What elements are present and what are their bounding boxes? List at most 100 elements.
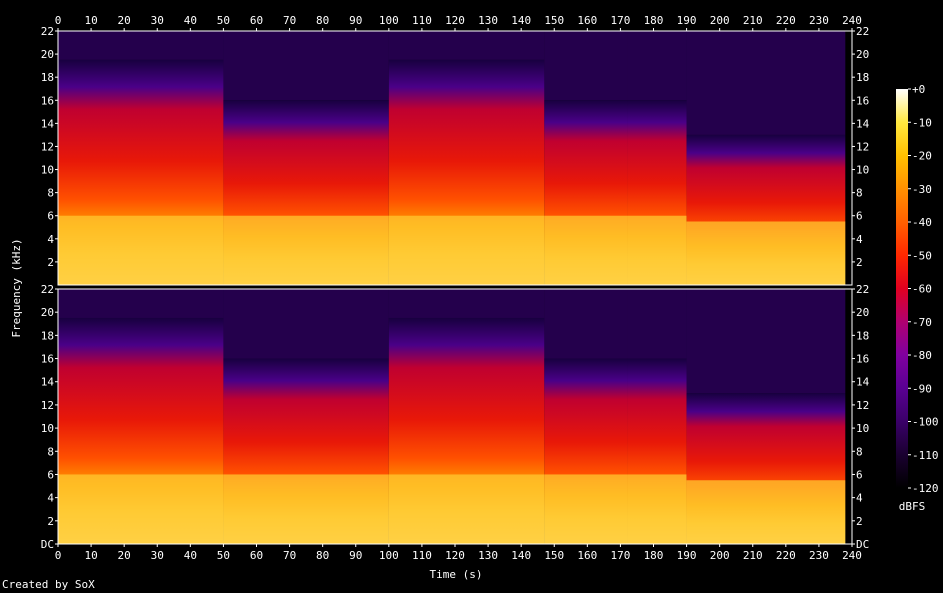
- spectrum-low-band: [223, 474, 389, 544]
- x-tick-label-top: 220: [776, 14, 796, 27]
- colorbar-tick-label: -110: [912, 449, 939, 462]
- colorbar-tick-label: -80: [912, 349, 932, 362]
- y-tick-label-left: 20: [41, 48, 54, 61]
- spectrum-low-band: [627, 215, 687, 285]
- x-tick-label-top: 80: [316, 14, 329, 27]
- y-tick-label-right: 18: [856, 329, 869, 342]
- colorbar: +0 -10 -20 -30 -40 -50 -60 -70 -80 -90 -100 -110 -12…: [896, 83, 939, 495]
- spectrum-low-band: [388, 215, 545, 285]
- x-tick-label-bottom: 210: [743, 549, 763, 562]
- y-tick-label-right: DC: [856, 538, 869, 551]
- y-tick-label-right: 20: [856, 306, 869, 319]
- x-tick-label-bottom: 180: [644, 549, 664, 562]
- y-tick-label-left: 12: [41, 399, 54, 412]
- y-tick-label-right: 22: [856, 25, 869, 38]
- colorbar-tick-label: -90: [912, 382, 932, 395]
- colorbar-tick-label: -30: [912, 183, 932, 196]
- spectrum-haze: [686, 289, 846, 394]
- x-tick-label-bottom: 220: [776, 549, 796, 562]
- spectrum-low-band: [627, 474, 687, 544]
- spectrum-haze: [686, 31, 846, 135]
- x-tick-label-top: 50: [217, 14, 230, 27]
- x-tick-label-top: 60: [250, 14, 263, 27]
- y-tick-label-right: 20: [856, 48, 869, 61]
- x-tick-label-top: 190: [677, 14, 697, 27]
- y-tick-label-right: 8: [856, 187, 863, 200]
- spectrum-haze: [223, 31, 389, 101]
- x-tick-label-bottom: 120: [445, 549, 465, 562]
- x-tick-label-top: 30: [151, 14, 164, 27]
- colorbar-tick-label: -100: [912, 416, 939, 429]
- x-tick-label-bottom: 40: [184, 549, 197, 562]
- spectrum-haze: [627, 289, 687, 359]
- spectrum-low-band: [544, 215, 628, 285]
- colorbar-gradient: [896, 89, 908, 488]
- spectrum-haze: [388, 31, 545, 60]
- colorbar-tick-label: +0: [912, 83, 925, 96]
- x-tick-label-top: 100: [379, 14, 399, 27]
- x-tick-label-top: 90: [349, 14, 362, 27]
- spectrum-low-band: [58, 474, 224, 544]
- x-tick-label-top: 240: [842, 14, 862, 27]
- credit-text: Created by SoX: [2, 578, 95, 591]
- x-tick-label-bottom: 80: [316, 549, 329, 562]
- y-tick-label-left: 14: [41, 376, 55, 389]
- colorbar-tick-label: -60: [912, 283, 932, 296]
- x-tick-label-top: 170: [610, 14, 630, 27]
- colorbar-tick-label: -40: [912, 216, 932, 229]
- x-tick-label-bottom: 90: [349, 549, 362, 562]
- y-tick-label-right: 18: [856, 71, 869, 84]
- x-tick-label-bottom: 140: [511, 549, 531, 562]
- spectrum-haze: [544, 289, 628, 359]
- y-tick-label-right: 10: [856, 422, 869, 435]
- y-tick-label-left: 2: [47, 256, 54, 269]
- x-tick-label-bottom: 20: [118, 549, 131, 562]
- y-tick-label-left: 12: [41, 140, 54, 153]
- y-tick-label-left: 20: [41, 306, 54, 319]
- x-tick-label-top: 110: [412, 14, 432, 27]
- x-tick-label-bottom: 10: [84, 549, 97, 562]
- x-tick-label-bottom: 0: [55, 549, 62, 562]
- x-tick-label-top: 210: [743, 14, 763, 27]
- y-tick-label-right: 14: [856, 117, 870, 130]
- x-tick-label-top: 40: [184, 14, 197, 27]
- y-tick-label-left: 14: [41, 117, 55, 130]
- spectrogram-channels: [57, 30, 853, 545]
- x-tick-label-bottom: 130: [478, 549, 498, 562]
- y-tick-label-right: 14: [856, 376, 870, 389]
- x-tick-label-bottom: 230: [809, 549, 829, 562]
- y-tick-label-left: 2: [47, 515, 54, 528]
- spectrum-haze: [58, 31, 224, 60]
- y-tick-label-left: 16: [41, 353, 54, 366]
- y-axis-label: Frequency (kHz): [10, 238, 23, 337]
- colorbar-tick-label: -70: [912, 316, 932, 329]
- colorbar-tick-label: -10: [912, 116, 932, 129]
- colorbar-tick-label: -120: [912, 482, 939, 495]
- x-tick-label-top: 160: [577, 14, 597, 27]
- y-tick-label-left: 6: [47, 210, 54, 223]
- colorbar-tick-label: -50: [912, 249, 932, 262]
- x-tick-label-top: 150: [544, 14, 564, 27]
- x-tick-label-top: 130: [478, 14, 498, 27]
- x-tick-label-bottom: 110: [412, 549, 432, 562]
- y-tick-label-right: 22: [856, 283, 869, 296]
- y-tick-label-left: 18: [41, 71, 54, 84]
- y-tick-label-right: 12: [856, 399, 869, 412]
- y-tick-label-right: 4: [856, 492, 863, 505]
- y-tick-label-left: 10: [41, 422, 54, 435]
- y-tick-label-left: 4: [47, 492, 54, 505]
- y-tick-label-left: 22: [41, 283, 54, 296]
- axes: 0 0 10 10 20 20 30 30 40 40 50 50 60 60 70 70 80 80 90 90 10…: [41, 14, 870, 562]
- y-tick-label-left: 6: [47, 468, 54, 481]
- y-tick-label-left: 16: [41, 94, 54, 107]
- x-tick-label-top: 140: [511, 14, 531, 27]
- y-tick-label-left: 8: [47, 187, 54, 200]
- x-tick-label-bottom: 30: [151, 549, 164, 562]
- y-tick-label-right: 16: [856, 94, 869, 107]
- y-tick-label-right: 12: [856, 140, 869, 153]
- x-tick-label-top: 200: [710, 14, 730, 27]
- x-tick-label-bottom: 100: [379, 549, 399, 562]
- y-tick-label-right: 2: [856, 256, 863, 269]
- y-tick-label-left: DC: [41, 538, 54, 551]
